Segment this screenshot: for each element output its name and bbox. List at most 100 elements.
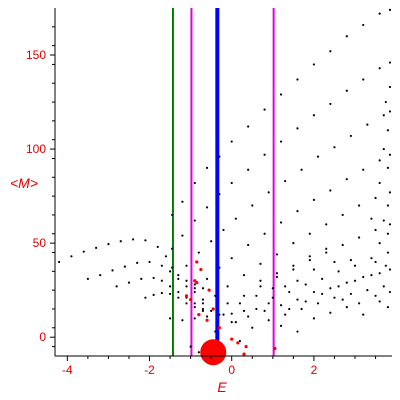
point-2-6 xyxy=(177,290,180,294)
point-5-5 xyxy=(230,140,233,143)
point-7-7 xyxy=(284,179,287,183)
point-1-8 xyxy=(177,277,180,280)
point-11-4 xyxy=(296,298,299,301)
red-point-0 xyxy=(184,294,189,298)
point-5-11 xyxy=(329,50,332,53)
point-11-73 xyxy=(230,321,233,324)
point-8-0 xyxy=(193,287,196,290)
red-point-11 xyxy=(242,352,246,356)
red-point-15 xyxy=(211,307,215,311)
point-11-12 xyxy=(267,319,270,322)
red-point-13 xyxy=(273,346,277,351)
point-0-3 xyxy=(94,246,98,249)
point-11-63 xyxy=(388,85,392,89)
red-point-10 xyxy=(244,344,248,349)
point-11-39 xyxy=(312,317,316,320)
point-2-5 xyxy=(168,285,172,288)
point-5-14 xyxy=(378,12,381,15)
point-11-25 xyxy=(353,264,357,267)
x-tick-label-2: 0 xyxy=(228,363,235,377)
axes xyxy=(50,8,392,361)
point-5-10 xyxy=(312,63,316,66)
point-5-2 xyxy=(193,181,196,185)
point-3-3 xyxy=(168,292,172,296)
point-10-9 xyxy=(358,236,361,239)
point-5-9 xyxy=(296,78,299,81)
point-3-6 xyxy=(193,305,196,309)
point-3-2 xyxy=(160,291,163,295)
point-10-8 xyxy=(341,243,344,247)
point-11-45 xyxy=(238,302,242,305)
point-10-11 xyxy=(388,223,392,226)
point-10-1 xyxy=(226,302,229,305)
point-11-50 xyxy=(321,292,324,296)
point-4-5 xyxy=(230,312,233,315)
point-6-7 xyxy=(263,153,266,156)
point-4-0 xyxy=(168,317,172,320)
point-4-4 xyxy=(218,313,221,316)
point-11-69 xyxy=(312,268,316,271)
point-9-4 xyxy=(259,262,262,265)
y-tick-label-1: 50 xyxy=(33,236,47,250)
point-1-7 xyxy=(168,270,172,273)
point-11-19 xyxy=(382,285,385,288)
point-7-2 xyxy=(210,240,213,243)
red-point-12 xyxy=(217,326,221,330)
point-11-35 xyxy=(374,294,377,297)
point-11-26 xyxy=(370,257,373,260)
point-11-49 xyxy=(304,300,307,303)
point-6-12 xyxy=(345,89,348,92)
point-11-14 xyxy=(300,307,303,311)
point-6-3 xyxy=(205,206,209,209)
point-4-3 xyxy=(205,315,209,318)
point-2-3 xyxy=(152,276,155,280)
point-4-6 xyxy=(242,309,246,312)
point-6-9 xyxy=(296,127,299,130)
point-2-8 xyxy=(193,302,196,305)
point-1-2 xyxy=(111,269,114,272)
point-7-8 xyxy=(300,168,303,171)
point-5-3 xyxy=(205,166,209,169)
point-11-33 xyxy=(341,298,344,301)
point-2-0 xyxy=(115,285,118,288)
point-5-13 xyxy=(362,23,365,27)
y-axis-label: <M> xyxy=(10,175,38,191)
point-6-0 xyxy=(171,247,174,250)
point-11-5 xyxy=(312,290,316,294)
point-10-10 xyxy=(374,228,377,232)
point-11-8 xyxy=(362,275,365,279)
point-11-16 xyxy=(333,296,336,299)
point-2-1 xyxy=(127,281,131,284)
point-6-8 xyxy=(279,140,283,143)
point-11-56 xyxy=(382,219,385,222)
point-6-5 xyxy=(230,181,233,185)
point-5-0 xyxy=(171,213,174,217)
point-11-46 xyxy=(255,294,258,297)
point-11-64 xyxy=(378,242,381,245)
point-1-1 xyxy=(99,274,102,277)
red-points xyxy=(184,260,277,366)
point-11-22 xyxy=(304,283,307,286)
point-8-6 xyxy=(279,221,283,224)
point-8-7 xyxy=(296,210,299,213)
point-7-1 xyxy=(197,251,200,254)
point-11-61 xyxy=(386,129,389,132)
point-7-4 xyxy=(234,217,237,220)
point-3-5 xyxy=(185,302,188,305)
point-8-11 xyxy=(362,168,365,171)
black-points xyxy=(58,8,392,354)
point-8-9 xyxy=(329,189,332,192)
point-0-12 xyxy=(185,279,188,282)
point-0-0 xyxy=(58,260,61,264)
point-9-2 xyxy=(226,285,229,288)
point-11-34 xyxy=(358,302,361,305)
point-11-51 xyxy=(337,285,340,288)
point-11-72 xyxy=(267,302,270,305)
point-5-12 xyxy=(345,35,348,38)
point-11-76 xyxy=(189,345,192,348)
point-3-4 xyxy=(177,296,180,299)
point-11-2 xyxy=(263,309,266,312)
point-7-13 xyxy=(382,114,385,117)
point-6-10 xyxy=(312,114,316,117)
